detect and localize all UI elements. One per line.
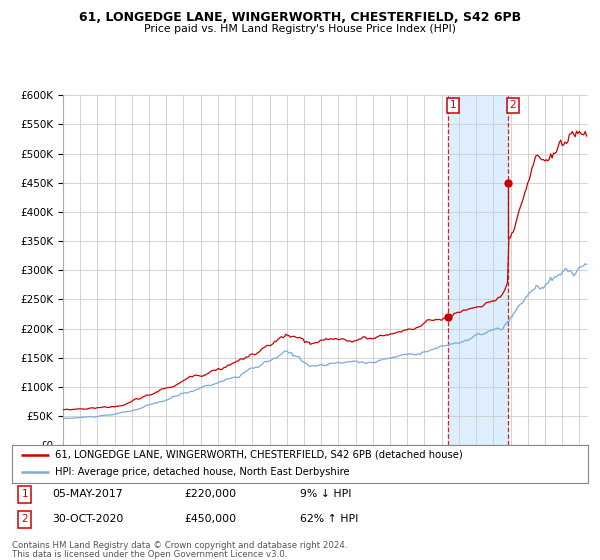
Text: 30-OCT-2020: 30-OCT-2020 [52, 515, 124, 525]
Text: 2: 2 [509, 100, 517, 110]
Text: 1: 1 [450, 100, 457, 110]
Text: 9% ↓ HPI: 9% ↓ HPI [300, 489, 352, 500]
Text: 61, LONGEDGE LANE, WINGERWORTH, CHESTERFIELD, S42 6PB (detached house): 61, LONGEDGE LANE, WINGERWORTH, CHESTERF… [55, 450, 463, 460]
Text: 2: 2 [22, 515, 28, 525]
Text: 62% ↑ HPI: 62% ↑ HPI [300, 515, 358, 525]
Text: 05-MAY-2017: 05-MAY-2017 [52, 489, 123, 500]
Text: HPI: Average price, detached house, North East Derbyshire: HPI: Average price, detached house, Nort… [55, 468, 350, 478]
Text: Price paid vs. HM Land Registry's House Price Index (HPI): Price paid vs. HM Land Registry's House … [144, 24, 456, 34]
Text: 1: 1 [22, 489, 28, 500]
Text: Contains HM Land Registry data © Crown copyright and database right 2024.: Contains HM Land Registry data © Crown c… [12, 541, 347, 550]
Bar [448, 95, 508, 445]
Text: This data is licensed under the Open Government Licence v3.0.: This data is licensed under the Open Gov… [12, 550, 287, 559]
Text: £450,000: £450,000 [185, 515, 237, 525]
Text: 61, LONGEDGE LANE, WINGERWORTH, CHESTERFIELD, S42 6PB: 61, LONGEDGE LANE, WINGERWORTH, CHESTERF… [79, 11, 521, 24]
Text: £220,000: £220,000 [185, 489, 237, 500]
